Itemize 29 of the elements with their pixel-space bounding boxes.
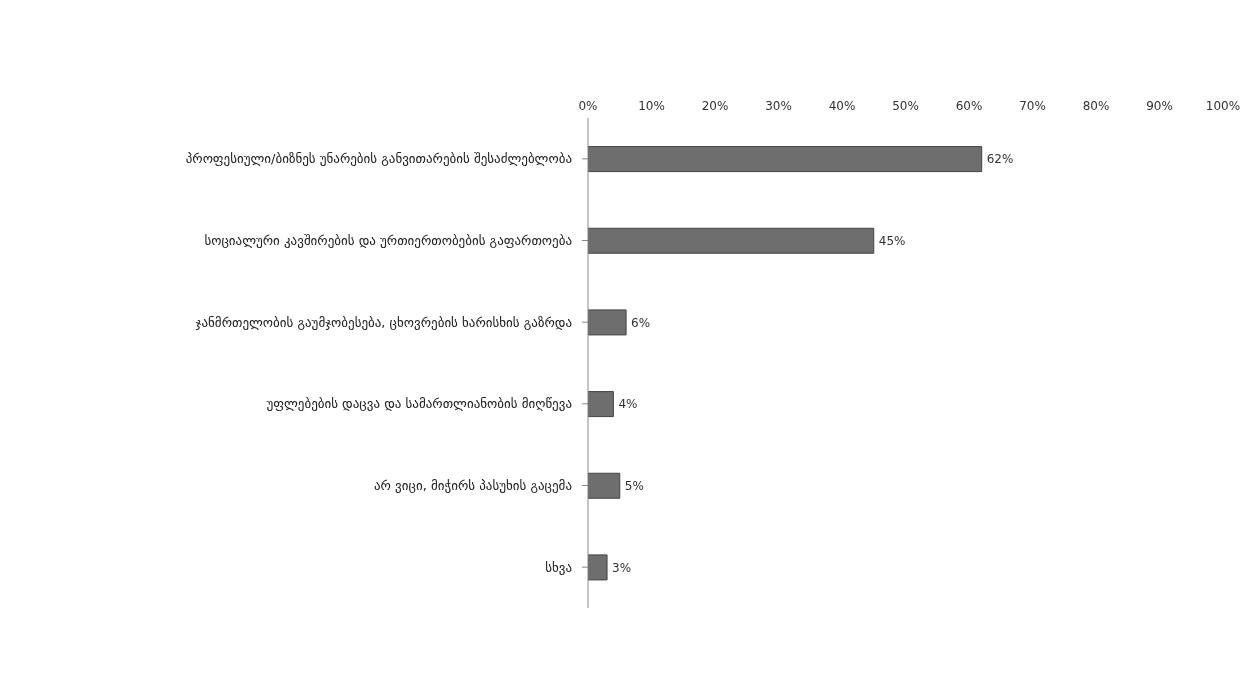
x-tick-label: 80%: [1082, 99, 1110, 113]
x-tick-label: 40%: [828, 99, 856, 113]
data-label: 4%: [618, 397, 638, 412]
data-label: 5%: [624, 479, 644, 494]
bar: [588, 309, 627, 336]
y-tick-label: სხვა: [545, 559, 572, 575]
x-tick-label: 10%: [638, 99, 665, 113]
bar: [588, 146, 983, 173]
data-label: 62%: [986, 152, 1014, 167]
x-tick-label: 50%: [892, 99, 919, 113]
x-tick-label: 70%: [1019, 99, 1046, 113]
bar: [588, 391, 614, 418]
bar: [588, 227, 875, 254]
x-tick-label: 30%: [765, 99, 792, 113]
bar: [588, 472, 621, 499]
y-tick-label: არ ვიცი, მიჭირს პასუხის გაცემა: [374, 478, 572, 494]
y-tick-label: პროფესიული/ბიზნეს უნარების განვითარების შესაძლებლობა: [185, 151, 572, 167]
bar: [588, 554, 608, 581]
data-label: 3%: [612, 560, 632, 575]
y-tick-label: ჯანმრთელობის გაუმჯობესება, ცხოვრების ხარისხის გაზრდა: [195, 314, 572, 330]
x-tick-label: 100%: [1205, 99, 1241, 113]
data-label: 45%: [878, 234, 906, 249]
x-tick-label: 90%: [1146, 99, 1173, 113]
y-tick-label: სოციალური კავშირების და ურთიერთობების გაფართოება: [204, 233, 572, 249]
x-tick-label: 0%: [578, 99, 598, 113]
data-label: 6%: [631, 315, 651, 330]
x-tick-label: 20%: [701, 99, 729, 113]
y-tick-label: უფლებების დაცვა და სამართლიანობის მიღწევა: [266, 396, 572, 412]
x-tick-label: 60%: [955, 99, 983, 113]
